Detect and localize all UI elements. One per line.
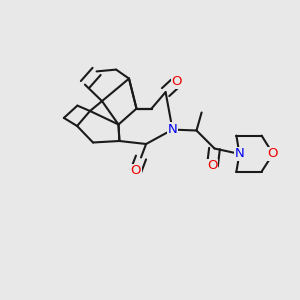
Text: N: N bbox=[235, 147, 244, 161]
Text: O: O bbox=[131, 164, 141, 178]
Text: O: O bbox=[268, 147, 278, 161]
Text: N: N bbox=[168, 123, 177, 136]
Text: O: O bbox=[172, 75, 182, 88]
Text: O: O bbox=[207, 159, 217, 172]
